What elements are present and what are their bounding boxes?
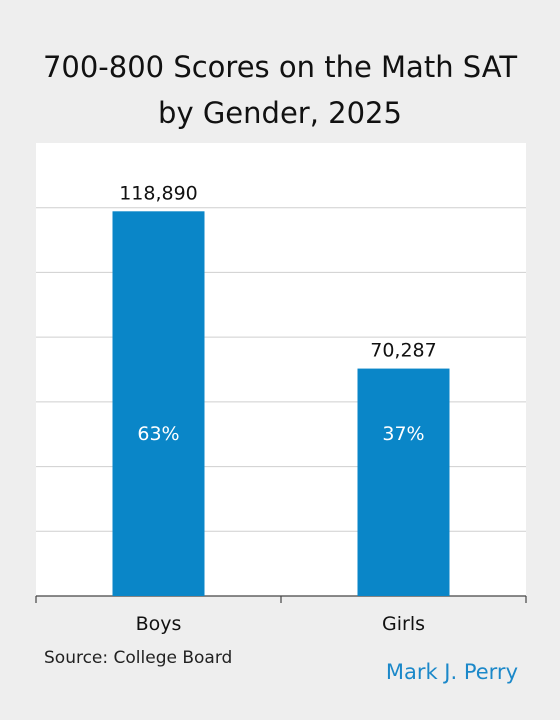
bar-value-label: 118,890 <box>119 182 198 204</box>
chart-title-line-1: 700-800 Scores on the Math SAT <box>42 50 518 84</box>
bar-share-label: 63% <box>137 423 179 445</box>
bar-share-label: 37% <box>382 423 424 445</box>
x-tick-label: Girls <box>382 613 425 635</box>
bar-boys <box>112 211 205 597</box>
plot-area <box>36 143 526 596</box>
author-credit: Mark J. Perry <box>385 660 518 684</box>
chart-title-line-2: by Gender, 2025 <box>158 96 402 130</box>
chart-title: 700-800 Scores on the Math SAT by Gender… <box>0 44 560 136</box>
bar-value-label: 70,287 <box>370 340 436 362</box>
bar-girls <box>357 368 450 596</box>
source-note: Source: College Board <box>44 648 233 668</box>
x-tick-label: Boys <box>136 613 182 635</box>
